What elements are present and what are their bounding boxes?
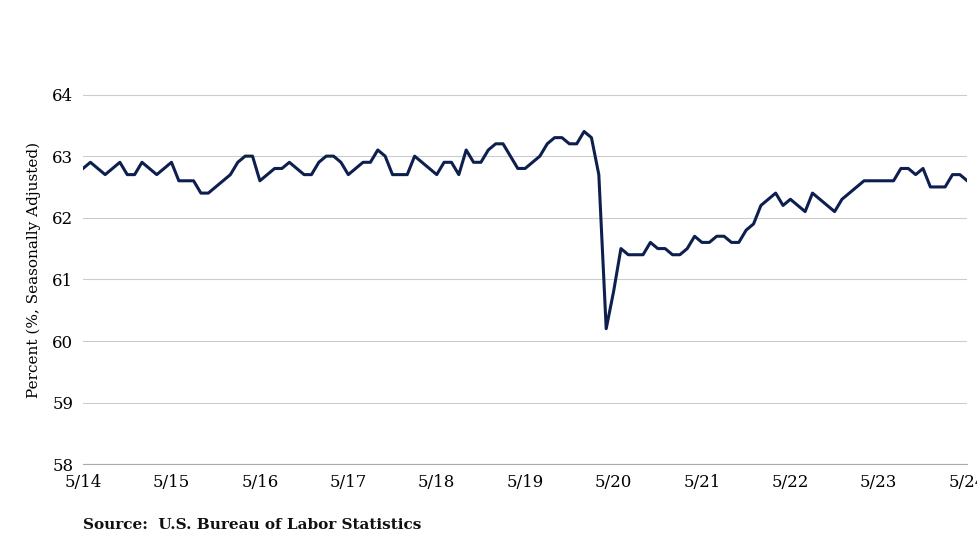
Text: Labor Force Participation Rate: Labor Force Participation Rate bbox=[13, 20, 540, 52]
Text: Source:  U.S. Bureau of Labor Statistics: Source: U.S. Bureau of Labor Statistics bbox=[83, 519, 421, 533]
Y-axis label: Percent (%, Seasonally Adjusted): Percent (%, Seasonally Adjusted) bbox=[26, 142, 41, 398]
